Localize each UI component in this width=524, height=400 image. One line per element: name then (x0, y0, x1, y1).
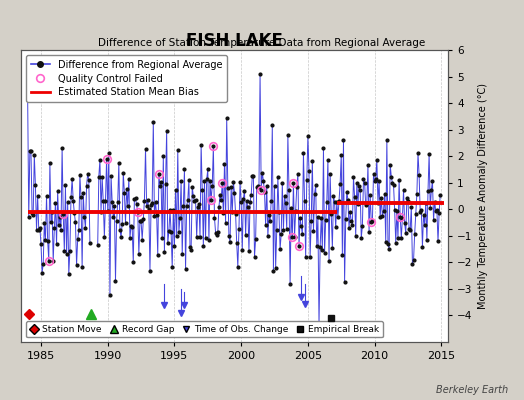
Title: FISH LAKE: FISH LAKE (186, 32, 283, 50)
Y-axis label: Monthly Temperature Anomaly Difference (°C): Monthly Temperature Anomaly Difference (… (478, 83, 488, 309)
Text: Berkeley Earth: Berkeley Earth (436, 385, 508, 395)
Legend: Station Move, Record Gap, Time of Obs. Change, Empirical Break: Station Move, Record Gap, Time of Obs. C… (26, 321, 383, 338)
Text: Difference of Station Temperature Data from Regional Average: Difference of Station Temperature Data f… (99, 38, 425, 48)
